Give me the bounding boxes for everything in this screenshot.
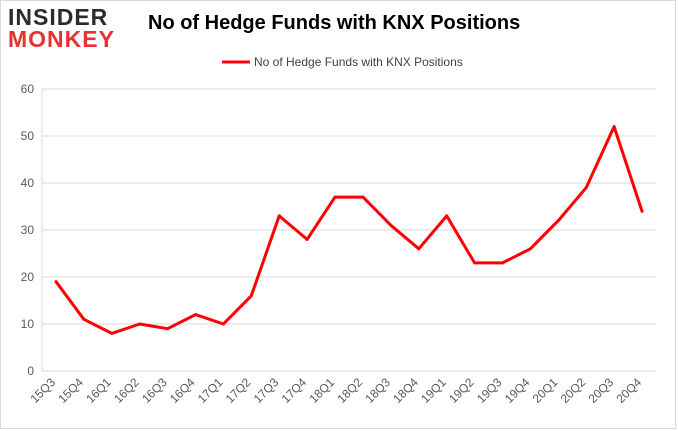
- x-tick-label: 20Q4: [614, 375, 645, 406]
- x-tick-label: 18Q3: [362, 375, 393, 406]
- logo-line-1: INSIDER: [8, 4, 109, 30]
- legend-label: No of Hedge Funds with KNX Positions: [254, 55, 463, 69]
- data-point: [417, 247, 421, 251]
- data-point: [556, 219, 560, 223]
- y-axis-ticks: 0 10 20 30 40 50 60: [21, 82, 35, 378]
- data-point: [584, 186, 588, 190]
- x-tick-label: 16Q1: [83, 375, 114, 406]
- data-point: [54, 280, 58, 284]
- x-tick-label: 16Q3: [139, 375, 170, 406]
- data-point: [333, 195, 337, 199]
- series-layer: [54, 125, 644, 335]
- x-tick-label: 17Q2: [223, 375, 254, 406]
- x-tick-label: 19Q1: [418, 375, 449, 406]
- data-point: [110, 331, 114, 335]
- data-point: [277, 214, 281, 218]
- data-point: [445, 214, 449, 218]
- y-tick-label: 40: [21, 176, 35, 190]
- y-tick-label: 50: [21, 129, 35, 143]
- y-tick-label: 10: [21, 317, 35, 331]
- data-point: [249, 294, 253, 298]
- data-point: [640, 209, 644, 213]
- x-tick-label: 20Q1: [530, 375, 561, 406]
- x-tick-label: 18Q2: [334, 375, 365, 406]
- x-tick-label: 16Q4: [167, 375, 198, 406]
- logo-line-2: MONKEY: [8, 26, 115, 52]
- grid-lines: [41, 88, 656, 372]
- data-point: [473, 261, 477, 265]
- data-point: [82, 317, 86, 321]
- data-point: [166, 327, 170, 331]
- data-point: [612, 125, 616, 129]
- x-tick-label: 18Q4: [390, 375, 421, 406]
- x-tick-label: 20Q3: [586, 375, 617, 406]
- data-point: [501, 261, 504, 265]
- y-tick-label: 30: [21, 223, 35, 237]
- legend: No of Hedge Funds with KNX Positions: [222, 55, 463, 69]
- y-tick-label: 0: [27, 364, 34, 378]
- x-tick-label: 15Q4: [55, 375, 86, 406]
- x-tick-label: 15Q3: [27, 375, 58, 406]
- x-tick-label: 17Q4: [279, 375, 310, 406]
- data-point: [221, 322, 225, 326]
- data-point: [361, 195, 365, 199]
- x-tick-label: 19Q3: [474, 375, 505, 406]
- chart-title: No of Hedge Funds with KNX Positions: [148, 12, 521, 34]
- x-tick-label: 19Q4: [502, 375, 533, 406]
- x-tick-label: 16Q2: [111, 375, 142, 406]
- y-tick-label: 20: [21, 270, 35, 284]
- series-line: [54, 125, 644, 335]
- y-tick-label: 60: [21, 82, 35, 96]
- data-point: [528, 247, 532, 251]
- data-point: [305, 237, 309, 241]
- data-point: [138, 322, 142, 326]
- x-tick-label: 17Q1: [195, 375, 226, 406]
- insider-monkey-logo: INSIDER MONKEY: [8, 6, 128, 56]
- x-tick-label: 17Q3: [251, 375, 282, 406]
- data-point: [194, 313, 197, 317]
- x-tick-label: 19Q2: [446, 375, 477, 406]
- x-axis-ticks: 15Q315Q416Q116Q216Q316Q417Q117Q217Q317Q4…: [27, 375, 644, 406]
- x-tick-label: 20Q2: [558, 375, 589, 406]
- x-tick-label: 18Q1: [307, 375, 338, 406]
- data-point: [389, 223, 393, 227]
